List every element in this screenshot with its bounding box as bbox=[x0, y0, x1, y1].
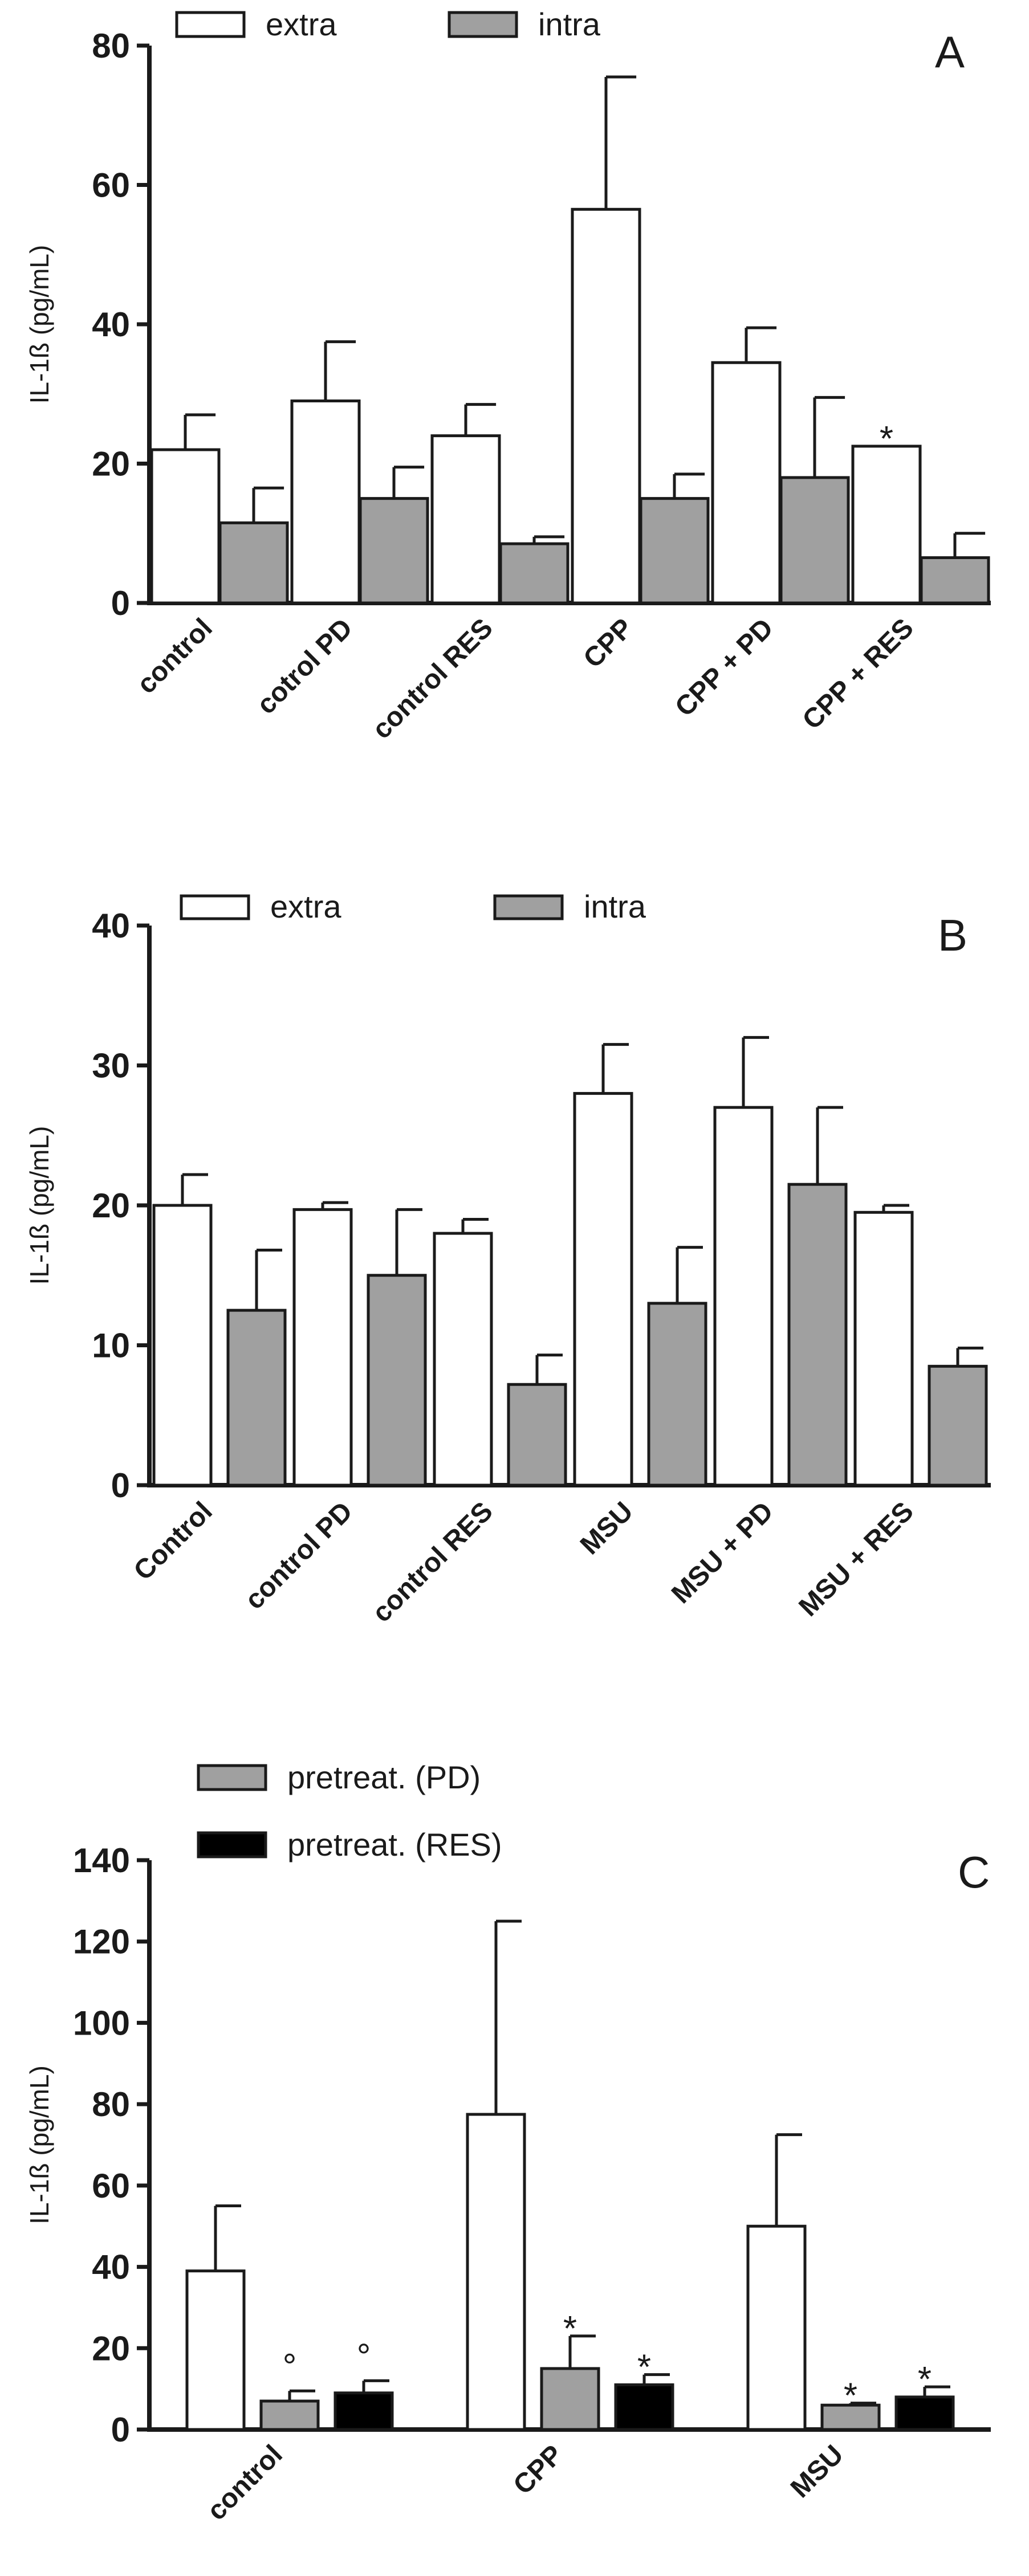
y-tick-label: 20 bbox=[92, 2329, 130, 2367]
bar bbox=[853, 1210, 914, 1487]
x-category-label: MSU + RES bbox=[793, 1496, 919, 1622]
bar bbox=[787, 1183, 848, 1487]
legend-label: intra bbox=[584, 888, 646, 924]
bar bbox=[779, 476, 850, 605]
y-tick-label: 60 bbox=[92, 2167, 130, 2205]
bar bbox=[292, 1208, 353, 1487]
bar bbox=[150, 448, 221, 605]
y-tick-label: 0 bbox=[111, 584, 130, 622]
y-tick-label: 120 bbox=[73, 1923, 130, 1961]
bar bbox=[711, 361, 782, 605]
legend-label: pretreat. (PD) bbox=[287, 1759, 481, 1795]
x-category-label: cotrol PD bbox=[251, 613, 358, 720]
significance-marker: * bbox=[844, 2377, 857, 2416]
bar bbox=[571, 207, 641, 605]
panel-letter: C bbox=[958, 1847, 990, 1897]
y-tick-label: 0 bbox=[111, 1466, 130, 1505]
x-category-label: control RES bbox=[367, 1496, 499, 1628]
significance-marker: ° bbox=[283, 2347, 297, 2386]
y-tick-label: 20 bbox=[92, 445, 130, 483]
y-tick-label: 40 bbox=[92, 2248, 130, 2286]
bar bbox=[226, 1309, 287, 1487]
y-axis-title: IL-1ß (pg/mL) bbox=[25, 2065, 54, 2224]
panel-c: 0 20 40 60 80 100 120 140 IL-1ß (pg/mL) ° ° * * * * con… bbox=[25, 1759, 991, 2526]
bar bbox=[614, 2383, 674, 2431]
bar bbox=[333, 2391, 394, 2431]
x-category-label: control PD bbox=[239, 1496, 359, 1615]
x-category-label: Control bbox=[128, 1496, 218, 1586]
bar bbox=[430, 434, 501, 605]
x-category-label: CPP + RES bbox=[797, 613, 920, 735]
bar bbox=[152, 1204, 213, 1487]
bar bbox=[573, 1092, 633, 1487]
bar bbox=[894, 2395, 955, 2431]
bar bbox=[499, 542, 570, 605]
bar bbox=[507, 1383, 567, 1487]
bar bbox=[290, 399, 361, 605]
legend-label: pretreat. (RES) bbox=[287, 1827, 502, 1862]
legend-swatch bbox=[175, 11, 246, 38]
y-tick-label: 20 bbox=[92, 1187, 130, 1225]
y-tick-label: 80 bbox=[92, 27, 130, 65]
legend-swatch bbox=[493, 894, 564, 920]
y-axis-title: IL-1ß (pg/mL) bbox=[25, 245, 54, 404]
bar bbox=[540, 2367, 600, 2431]
bar bbox=[466, 2113, 526, 2431]
legend-swatch bbox=[197, 1764, 267, 1791]
panel-b: 0 10 20 30 40 IL-1ß (pg/mL) Control control PD c… bbox=[25, 888, 991, 1628]
significance-marker: * bbox=[880, 419, 893, 459]
y-axis-title: IL-1ß (pg/mL) bbox=[25, 1126, 54, 1285]
bar bbox=[713, 1106, 774, 1487]
x-category-label: control bbox=[131, 613, 218, 699]
y-tick-label: 40 bbox=[92, 907, 130, 945]
x-category-label: MSU + PD bbox=[666, 1496, 779, 1609]
legend-swatch bbox=[197, 1831, 267, 1858]
significance-marker: * bbox=[918, 2360, 932, 2399]
panel-letter: A bbox=[935, 27, 965, 77]
significance-marker: * bbox=[637, 2348, 651, 2387]
legend-swatch bbox=[180, 894, 250, 920]
bar bbox=[920, 556, 990, 605]
bar bbox=[433, 1232, 493, 1487]
panel-letter: B bbox=[938, 910, 967, 960]
x-category-label: control bbox=[201, 2439, 288, 2526]
y-tick-label: 140 bbox=[73, 1841, 130, 1880]
x-category-label: MSU bbox=[575, 1496, 639, 1560]
y-tick-label: 100 bbox=[73, 2004, 130, 2042]
bar bbox=[928, 1364, 988, 1487]
bar bbox=[359, 497, 429, 605]
x-category-label: CPP bbox=[508, 2439, 569, 2500]
legend-label: intra bbox=[538, 6, 601, 42]
x-category-label: MSU bbox=[785, 2439, 849, 2504]
bar bbox=[639, 497, 710, 605]
y-tick-label: 10 bbox=[92, 1327, 130, 1365]
y-tick-label: 30 bbox=[92, 1047, 130, 1085]
bar bbox=[259, 2399, 320, 2431]
bar bbox=[218, 521, 289, 605]
significance-marker: ° bbox=[357, 2337, 371, 2376]
legend-label: extra bbox=[270, 888, 341, 924]
bar bbox=[746, 2224, 807, 2431]
bar bbox=[367, 1274, 427, 1487]
y-tick-label: 40 bbox=[92, 305, 130, 344]
bar bbox=[185, 2269, 246, 2431]
bar bbox=[647, 1302, 707, 1487]
x-category-label: CPP bbox=[578, 613, 639, 674]
y-tick-label: 0 bbox=[111, 2411, 130, 2449]
legend-label: extra bbox=[266, 6, 337, 42]
y-tick-label: 80 bbox=[92, 2085, 130, 2123]
legend-swatch bbox=[448, 11, 518, 38]
x-category-label: control RES bbox=[367, 613, 499, 745]
y-tick-label: 60 bbox=[92, 166, 130, 205]
panel-a: 0 20 40 60 80 IL-1ß (pg/mL) * control cotrol PD c… bbox=[25, 6, 991, 745]
x-category-label: CPP + PD bbox=[669, 613, 779, 722]
significance-marker: * bbox=[563, 2309, 577, 2349]
bar bbox=[851, 445, 922, 605]
